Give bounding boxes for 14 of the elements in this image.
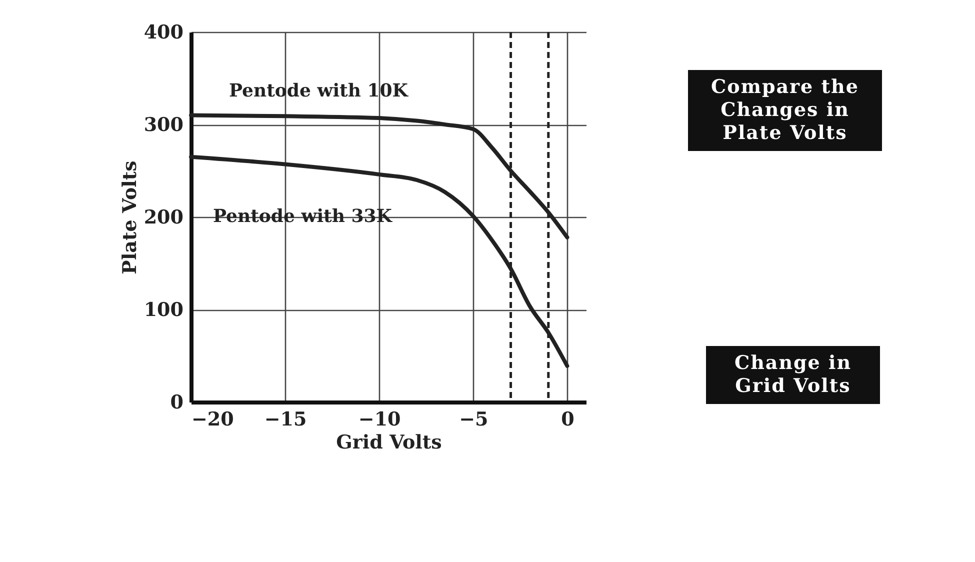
y-tick-label: 300 (144, 114, 184, 136)
y-tick-label: 100 (144, 299, 184, 321)
y-tick-label: 200 (144, 206, 184, 228)
x-tick-label: −15 (264, 408, 307, 430)
text: Change in Grid Volts (706, 346, 880, 404)
text: Compare the Changes in Plate Volts (688, 70, 882, 151)
x-tick-label: −10 (358, 408, 401, 430)
y-tick-label: 400 (144, 22, 184, 44)
y-axis-title: Plate Volts (118, 160, 141, 274)
y-tick-label: 0 (170, 392, 184, 414)
x-axis-title: Grid Volts (336, 432, 442, 454)
x-tick-label: −5 (459, 408, 488, 430)
x-tick-label: 0 (561, 408, 574, 430)
x-tick-label: −20 (192, 408, 234, 430)
